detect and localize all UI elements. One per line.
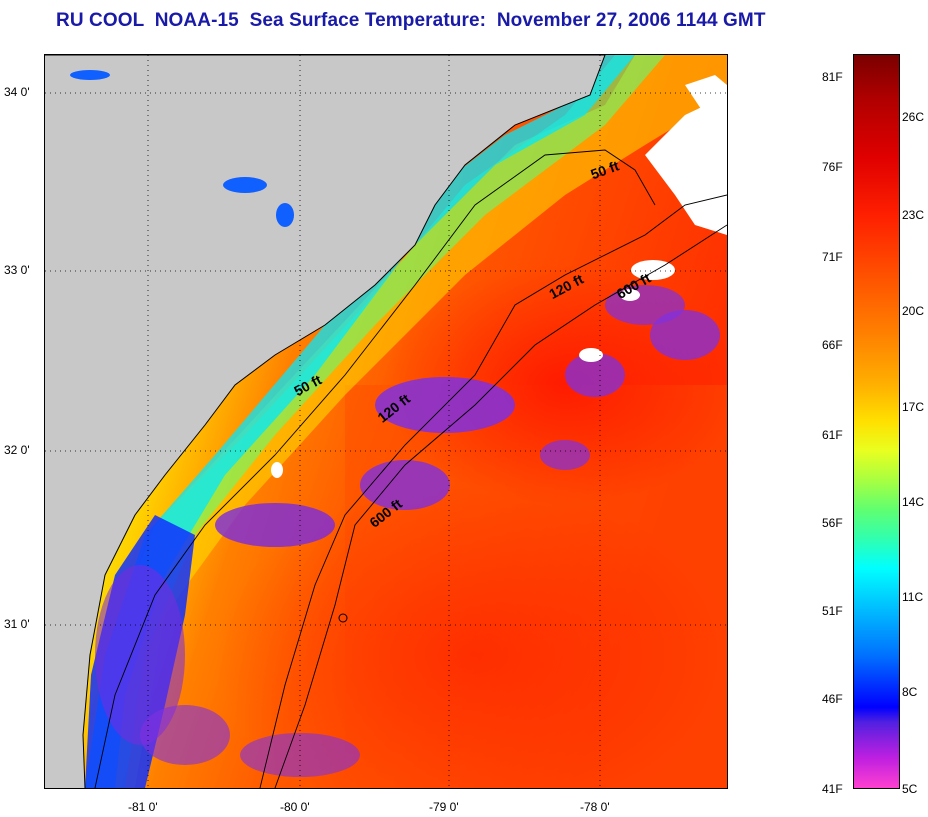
- cb-label-81f: 81F: [822, 70, 843, 84]
- lat-label-34: 34 0': [4, 85, 30, 99]
- temperature-colorbar: [853, 54, 900, 789]
- contour-50ft: [94, 149, 656, 788]
- lat-label-33: 33 0': [4, 263, 30, 277]
- cb-label-66f: 66F: [822, 338, 843, 352]
- sst-map-canvas: 50 ft 50 ft 120 ft 120 ft 600 ft 600 ft: [45, 55, 727, 788]
- graticule: [45, 55, 727, 788]
- cb-label-14c: 14C: [902, 495, 925, 509]
- cb-label-23c: 23C: [902, 208, 925, 222]
- cb-label-51f: 51F: [822, 604, 843, 618]
- cb-label-17c: 17C: [902, 400, 925, 414]
- cb-label-11c: 11C: [902, 590, 924, 604]
- lon-label-78: -78 0': [580, 800, 610, 814]
- cb-label-26c: 26C: [902, 110, 925, 124]
- sst-map[interactable]: 50 ft 50 ft 120 ft 120 ft 600 ft 600 ft: [44, 54, 728, 789]
- cb-label-76f: 76F: [822, 160, 843, 174]
- lon-label-81: -81 0': [128, 800, 158, 814]
- cb-label-56f: 56F: [822, 516, 843, 530]
- contour-600ft: [274, 224, 727, 788]
- cb-label-8c: 8C: [902, 685, 918, 699]
- cb-label-61f: 61F: [822, 428, 843, 442]
- lat-label-31: 31 0': [4, 617, 30, 631]
- lon-label-80: -80 0': [280, 800, 310, 814]
- lon-label-79: -79 0': [429, 800, 459, 814]
- cb-label-5c: 5C: [902, 782, 918, 796]
- map-title: RU COOL NOAA-15 Sea Surface Temperature:…: [56, 10, 766, 31]
- cb-label-46f: 46F: [822, 692, 843, 706]
- cb-label-71f: 71F: [822, 250, 843, 264]
- land-mass: [45, 55, 605, 788]
- cb-label-41f: 41F: [822, 782, 843, 796]
- lat-label-32: 32 0': [4, 443, 30, 457]
- cb-label-20c: 20C: [902, 304, 925, 318]
- contour-120ft: [259, 194, 727, 788]
